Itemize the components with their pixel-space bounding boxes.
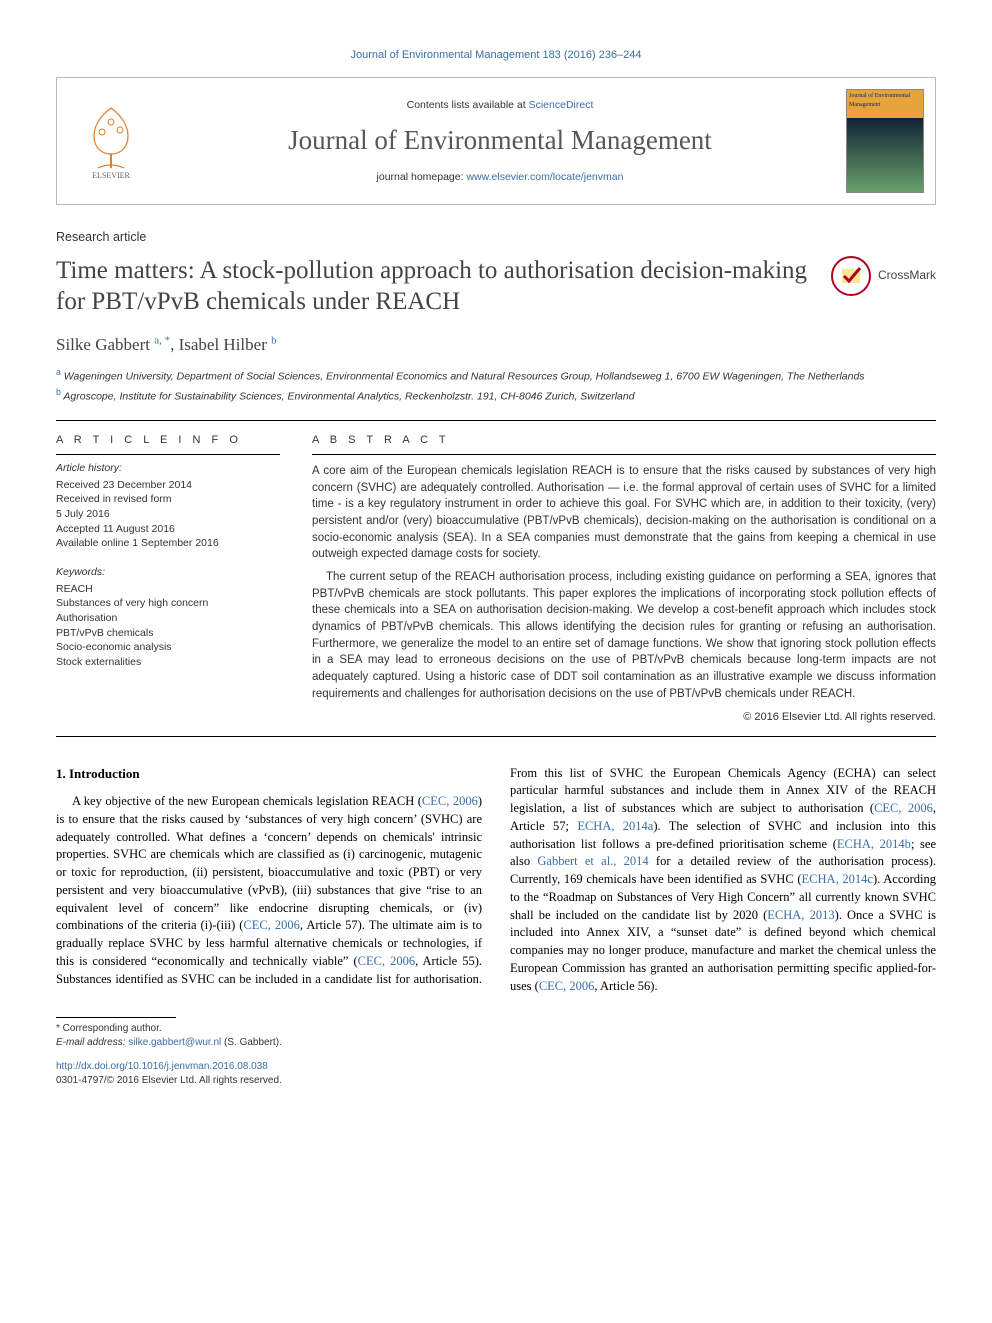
history-label: Article history: — [56, 461, 280, 476]
svg-text:ELSEVIER: ELSEVIER — [92, 171, 130, 180]
history-5: Available online 1 September 2016 — [56, 536, 280, 551]
email-link[interactable]: silke.gabbert@wur.nl — [128, 1037, 221, 1048]
cite-echa-2014c[interactable]: ECHA, 2014c — [802, 872, 873, 886]
kw-4: PBT/vPvB chemicals — [56, 626, 280, 641]
abstract-rule — [312, 454, 936, 455]
corresponding-star: * Corresponding author. — [56, 1022, 936, 1036]
homepage-link[interactable]: www.elsevier.com/locate/jenvman — [466, 171, 623, 183]
article-type: Research article — [56, 229, 936, 247]
cite-cec-2006-b[interactable]: CEC, 2006 — [243, 918, 299, 932]
abstract-heading: A B S T R A C T — [312, 433, 936, 448]
contents-prefix: Contents lists available at — [407, 99, 529, 111]
journal-cover-thumb: Journal of Environmental Management — [846, 89, 924, 193]
affiliation-b: b Agroscope, Institute for Sustainabilit… — [56, 387, 936, 404]
keywords-label: Keywords: — [56, 565, 280, 580]
issn-copyright: 0301-4797/© 2016 Elsevier Ltd. All right… — [56, 1074, 936, 1088]
cite-cec-2006-e[interactable]: CEC, 2006 — [539, 979, 595, 993]
body-p1: A key objective of the new European chem… — [56, 765, 936, 996]
author-2-sup: b — [271, 335, 277, 347]
email-label: E-mail address: — [56, 1037, 128, 1048]
section-1-heading: 1. Introduction — [56, 765, 482, 783]
article-info-heading: A R T I C L E I N F O — [56, 433, 280, 448]
t: A key objective of the new European chem… — [72, 794, 422, 808]
abstract-p1: A core aim of the European chemicals leg… — [312, 463, 936, 563]
cite-2006[interactable]: 2006 — [390, 954, 415, 968]
history-1: Received 23 December 2014 — [56, 478, 280, 493]
elsevier-tree-icon: ELSEVIER — [80, 102, 142, 180]
crossmark-label: CrossMark — [878, 267, 936, 284]
cite-gabbert-2014[interactable]: Gabbert et al., 2014 — [537, 854, 648, 868]
contents-line: Contents lists available at ScienceDirec… — [407, 98, 594, 113]
rule-top — [56, 420, 936, 421]
author-1-sup: a, * — [154, 335, 170, 347]
author-line: Silke Gabbert a, *, Isabel Hilber b — [56, 333, 936, 357]
article-title: Time matters: A stock-pollution approach… — [56, 255, 814, 318]
t: ) is to ensure that the risks caused by … — [56, 794, 482, 932]
cite-echa-2014a[interactable]: ECHA, 2014a — [577, 819, 653, 833]
cite-cec-c[interactable]: CEC, — [358, 954, 385, 968]
journal-name: Journal of Environmental Management — [288, 122, 712, 160]
abstract-p2: The current setup of the REACH authorisa… — [312, 569, 936, 702]
info-rule — [56, 454, 280, 455]
affiliation-a: a Wageningen University, Department of S… — [56, 367, 936, 384]
email-of: (S. Gabbert). — [221, 1037, 282, 1048]
abstract-copyright: © 2016 Elsevier Ltd. All rights reserved… — [312, 710, 936, 725]
kw-1: REACH — [56, 582, 280, 597]
t: , Article 56). — [594, 979, 657, 993]
keywords-block: Keywords: REACH Substances of very high … — [56, 565, 280, 670]
affiliation-a-text: Wageningen University, Department of Soc… — [64, 371, 865, 383]
body-text: 1. Introduction A key objective of the n… — [56, 765, 936, 996]
doi-link[interactable]: http://dx.doi.org/10.1016/j.jenvman.2016… — [56, 1061, 268, 1072]
crossmark-icon — [830, 255, 872, 297]
kw-5: Socio-economic analysis — [56, 640, 280, 655]
history-block: Article history: Received 23 December 20… — [56, 461, 280, 551]
homepage-prefix: journal homepage: — [377, 171, 467, 183]
crossmark-badge[interactable]: CrossMark — [830, 255, 936, 297]
corresponding-footnote: * Corresponding author. E-mail address: … — [56, 1017, 936, 1050]
history-4: Accepted 11 August 2016 — [56, 522, 280, 537]
affiliation-b-text: Agroscope, Institute for Sustainability … — [63, 390, 634, 402]
history-3: 5 July 2016 — [56, 507, 280, 522]
article-info-block: A R T I C L E I N F O Article history: R… — [56, 433, 280, 726]
author-2: Isabel Hilber — [179, 335, 267, 354]
cite-echa-2013[interactable]: ECHA, 2013 — [767, 908, 834, 922]
sciencedirect-link[interactable]: ScienceDirect — [529, 99, 594, 111]
footnote-rule — [56, 1017, 176, 1018]
doi-block: http://dx.doi.org/10.1016/j.jenvman.2016… — [56, 1060, 936, 1088]
kw-3: Authorisation — [56, 611, 280, 626]
cite-cec-2006-a[interactable]: CEC, 2006 — [422, 794, 478, 808]
journal-homepage: journal homepage: www.elsevier.com/locat… — [377, 170, 624, 185]
cite-echa-2014b[interactable]: ECHA, 2014b — [837, 837, 911, 851]
abstract-block: A B S T R A C T A core aim of the Europe… — [312, 433, 936, 726]
email-line: E-mail address: silke.gabbert@wur.nl (S.… — [56, 1036, 936, 1050]
rule-bottom-abstract — [56, 736, 936, 737]
publisher-logo: ELSEVIER — [57, 78, 165, 204]
history-2: Received in revised form — [56, 492, 280, 507]
kw-6: Stock externalities — [56, 655, 280, 670]
cite-cec-2006-d[interactable]: CEC, 2006 — [874, 801, 933, 815]
running-head: Journal of Environmental Management 183 … — [56, 48, 936, 63]
kw-2: Substances of very high concern — [56, 596, 280, 611]
journal-masthead: ELSEVIER Contents lists available at Sci… — [56, 77, 936, 205]
author-1: Silke Gabbert — [56, 335, 150, 354]
